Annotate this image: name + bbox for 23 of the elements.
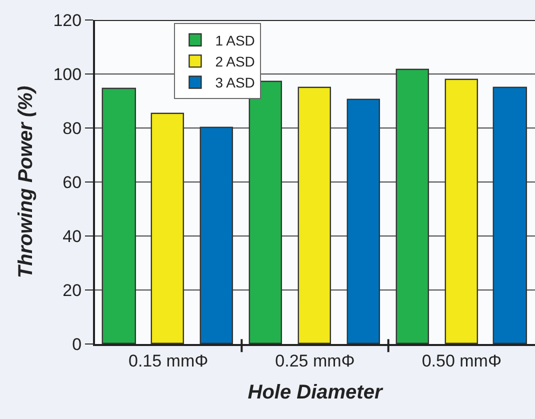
legend-label: 1 ASD bbox=[215, 32, 255, 48]
y-tick-label: 40 bbox=[62, 226, 82, 246]
x-tick-label: 0.15 mmΦ bbox=[128, 351, 208, 370]
bar bbox=[150, 112, 184, 344]
bar bbox=[102, 88, 136, 344]
y-axis-title: Throwing Power (%) bbox=[15, 86, 38, 278]
x-tick-label: 0.25 mmΦ bbox=[275, 351, 355, 370]
y-tick-label: 100 bbox=[53, 64, 82, 84]
bar bbox=[492, 86, 527, 344]
y-tick-label: 120 bbox=[53, 10, 82, 30]
bar bbox=[346, 98, 380, 344]
bar bbox=[396, 68, 429, 344]
y-tick-label: 20 bbox=[62, 280, 82, 300]
y-tick-label: 0 bbox=[72, 334, 82, 354]
legend-label: 2 ASD bbox=[215, 54, 255, 70]
legend-label: 3 ASD bbox=[215, 74, 255, 91]
bar bbox=[444, 78, 478, 344]
x-tick-label: 0.50 mmΦ bbox=[422, 351, 502, 370]
y-tick-label: 60 bbox=[62, 172, 82, 192]
bar bbox=[298, 86, 331, 344]
x-axis-title: Hole Diameter bbox=[248, 381, 384, 404]
bar bbox=[200, 126, 233, 344]
y-tick-label: 80 bbox=[62, 118, 82, 138]
